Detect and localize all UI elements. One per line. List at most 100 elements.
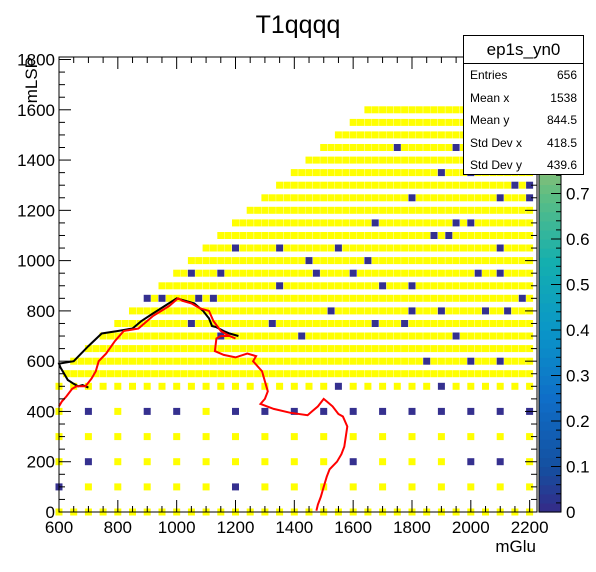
heatmap-cell [423, 257, 431, 265]
heatmap-cell [489, 194, 497, 202]
heatmap-cell [357, 156, 364, 164]
heatmap-cell [364, 382, 372, 390]
heatmap-cell [437, 382, 445, 390]
heatmap-cell [467, 407, 475, 415]
heatmap-cell [423, 345, 431, 353]
heatmap-cell [342, 169, 350, 177]
color-scale-band [539, 320, 561, 331]
heatmap-cell [239, 294, 247, 302]
heatmap-cell [467, 219, 475, 227]
heatmap-cell [437, 106, 445, 114]
stats-value: 418.5 [546, 135, 577, 150]
heatmap-cell [357, 232, 364, 239]
heatmap-cell [298, 357, 306, 365]
heatmap-cell [518, 294, 526, 302]
y-tick-label: 200 [27, 453, 55, 472]
heatmap-cell [283, 257, 291, 265]
heatmap-cell [393, 307, 401, 315]
heatmap-cell [437, 332, 445, 340]
heatmap-cell [283, 307, 291, 315]
heatmap-cell [202, 244, 210, 252]
heatmap-cell [511, 282, 519, 290]
heatmap-cell [84, 345, 92, 353]
heatmap-cell [202, 332, 210, 340]
heatmap-cell [305, 257, 313, 265]
heatmap-cell [430, 320, 438, 327]
heatmap-cell [136, 307, 144, 315]
color-scale-band [539, 339, 561, 349]
heatmap-cell [460, 269, 467, 277]
heatmap-cell [239, 370, 247, 378]
heatmap-cell [415, 332, 423, 340]
x-tick-label: 2200 [511, 518, 549, 537]
heatmap-cell [195, 257, 203, 265]
stats-label: Std Dev x [470, 135, 523, 150]
heatmap-cell [320, 332, 328, 340]
heatmap-cell [334, 370, 342, 378]
heatmap-cell [445, 257, 453, 265]
heatmap-cell [283, 194, 291, 202]
y-axis: 0 200 400 600 800 1000 1200 1400 1600 1800 [17, 51, 537, 522]
heatmap-cell [320, 269, 328, 277]
heatmap-cell [496, 357, 504, 365]
heatmap-cell [320, 219, 328, 227]
color-scale-band [539, 402, 561, 413]
heatmap-cell [371, 118, 379, 126]
heatmap-cell [452, 232, 460, 239]
heatmap-cell [379, 232, 387, 239]
heatmap-cell [371, 294, 379, 302]
heatmap-cell [312, 332, 320, 340]
heatmap-cell [364, 118, 372, 126]
color-scale-band [539, 293, 561, 304]
heatmap-cell [239, 269, 247, 277]
heatmap-cell [437, 458, 445, 466]
heatmap-cell [474, 244, 482, 252]
heatmap-cell [99, 332, 107, 340]
heatmap-cell [187, 269, 195, 277]
stats-title: ep1s_yn0 [464, 36, 583, 64]
heatmap-cell [180, 320, 188, 327]
heatmap-cell [173, 357, 181, 365]
heatmap-cell [261, 206, 269, 214]
stats-label: Entries [470, 68, 508, 82]
stats-label: Mean x [470, 90, 510, 105]
heatmap-cell [526, 232, 534, 239]
heatmap-cell [496, 320, 504, 327]
heatmap-cell [180, 370, 188, 378]
heatmap-cell [327, 282, 335, 290]
heatmap-cell [187, 307, 195, 315]
heatmap-cell [401, 181, 409, 189]
heatmap-cell [305, 307, 313, 315]
heatmap-cell [423, 370, 431, 378]
x-tick-label: 800 [104, 518, 132, 537]
heatmap-cell [261, 244, 269, 252]
heatmap-cell [364, 156, 372, 164]
heatmap-cell [482, 244, 489, 252]
heatmap-cell [379, 269, 387, 277]
heatmap-cell [504, 320, 512, 327]
heatmap-cell [386, 294, 394, 302]
heatmap-cell [254, 345, 262, 353]
heatmap-cell [298, 294, 306, 302]
heatmap-cell [254, 332, 262, 340]
heatmap-cell [504, 370, 512, 378]
heatmap-cell [283, 282, 291, 290]
heatmap-cell [430, 232, 438, 239]
heatmap-cell [261, 232, 269, 239]
heatmap-cell [408, 131, 416, 139]
heatmap-cell [386, 106, 394, 114]
heatmap-cell [320, 320, 328, 327]
heatmap-cell [312, 169, 320, 177]
heatmap-cell [342, 206, 350, 214]
heatmap-cell [357, 131, 364, 139]
heatmap-cell [393, 269, 401, 277]
heatmap-cell [195, 307, 203, 315]
heatmap-cell [467, 194, 475, 202]
heatmap-cell [195, 332, 203, 340]
heatmap-cell [349, 294, 357, 302]
heatmap-cell [386, 219, 394, 227]
x-axis: 600 800 1000 1200 1400 1600 1800 2000 2200 [45, 57, 549, 537]
color-scale-band [539, 430, 561, 440]
heatmap-cell [99, 357, 107, 365]
heatmap-cell [452, 382, 460, 390]
